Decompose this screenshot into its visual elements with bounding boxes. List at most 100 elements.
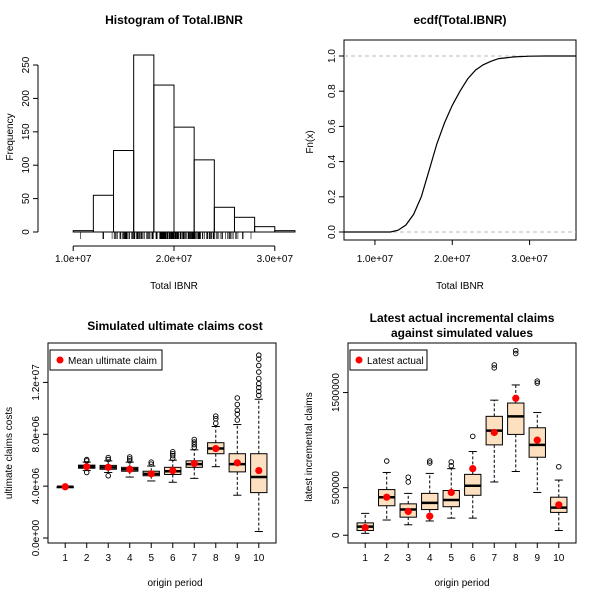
ultimate-claims-outlier <box>234 395 241 401</box>
ultimate-claims-x-tick-label: 10 <box>253 553 265 564</box>
ultimate-claims-mean-point <box>169 466 177 475</box>
histogram-xlabel: Total IBNR <box>150 281 198 292</box>
histogram-y-tick-label: 150 <box>21 123 32 140</box>
latest-claims-mean-point <box>447 488 455 497</box>
histogram-y-tick-label: 50 <box>21 193 32 205</box>
latest-claims-y-tick-label: 1500000 <box>331 373 342 412</box>
ultimate-claims-y-tick-label: 1.2e+07 <box>31 364 42 401</box>
latest-claims-box-5 <box>442 459 460 519</box>
ultimate-claims-outlier <box>126 456 133 462</box>
latest-claims-x-tick-label: 1 <box>362 553 368 564</box>
latest-claims-x-tick-label: 10 <box>553 553 565 564</box>
latest-claims-x-tick-label: 8 <box>513 553 519 564</box>
latest-claims-iqr-box <box>421 492 439 511</box>
ultimate-claims-x-tick-label: 7 <box>191 553 197 564</box>
ecdf-series-line <box>344 55 576 233</box>
ultimate-claims-mean-point <box>126 465 134 473</box>
ultimate-claims-outlier <box>256 362 262 369</box>
latest-claims-box-8 <box>507 347 525 473</box>
histogram-y-tick-label: 200 <box>21 90 32 107</box>
ecdf-y-tick-label: 0.0 <box>327 225 338 239</box>
histogram-bar-8 <box>213 206 235 233</box>
latest-claims-x-tick-label: 2 <box>384 553 390 564</box>
ultimate-claims-boxes <box>56 352 268 533</box>
ecdf-y-tick-label: 0.6 <box>327 119 338 133</box>
ultimate-claims-outlier <box>234 417 241 423</box>
ultimate-claims-outlier <box>126 458 133 464</box>
ultimate-claims-outlier <box>234 411 241 417</box>
ultimate-claims-y-tick-label: 4.0e+06 <box>31 467 42 504</box>
ultimate-claims-box-2 <box>78 456 96 476</box>
legend-label: Latest actual <box>367 356 424 367</box>
ultimate-claims-outlier <box>256 356 262 362</box>
histogram-ylabel: Frequency <box>5 113 16 160</box>
histogram-bar-6 <box>173 126 195 233</box>
ultimate-claims-outlier <box>256 392 262 399</box>
latest-claims-outlier <box>513 347 519 354</box>
ultimate-claims-x-tick-label: 8 <box>213 553 219 564</box>
ultimate-claims-outlier <box>234 401 241 408</box>
latest-claims-box-1 <box>356 512 374 534</box>
ultimate-claims-y-tick-label: 8.0e+06 <box>31 416 42 453</box>
latest-claims-axes: 0 500000 1500000 1 2 3 4 5 6 7 8 9 10 <box>331 373 565 564</box>
latest-claims-title-line1: Latest actual incremental claims <box>370 311 555 325</box>
ultimate-claims-axes: 0.0e+00 4.0e+06 8.0e+06 1.2e+07 1 2 3 4 5 6 7 8 9 10 <box>31 364 265 564</box>
latest-claims-outlier <box>426 458 433 464</box>
ultimate-claims-outlier <box>191 444 198 450</box>
latest-claims-x-tick-label: 3 <box>405 553 411 564</box>
latest-claims-x-tick-label: 7 <box>491 553 497 564</box>
latest-claims-outlier <box>513 350 519 357</box>
latest-claims-x-tick-label: 9 <box>535 553 541 564</box>
ecdf-y-tick-label: 0.4 <box>327 154 338 168</box>
ultimate-claims-box-5 <box>142 459 160 482</box>
ultimate-claims-ylabel: ultimate claims costs <box>4 407 15 499</box>
ultimate-claims-mean-point <box>190 459 198 468</box>
latest-claims-box-10 <box>550 464 568 531</box>
ultimate-claims-box-3 <box>99 454 117 479</box>
ultimate-claims-mean-point <box>104 463 112 471</box>
ultimate-claims-y-tick-label: 0.0e+00 <box>31 519 42 556</box>
ecdf-x-tick-label: 2.0e+07 <box>434 254 471 265</box>
ultimate-claims-outlier <box>105 454 111 461</box>
ultimate-claims-x-tick-label: 6 <box>170 553 176 564</box>
histogram-x-tick-label: 2.0e+07 <box>156 254 193 265</box>
histogram-x-tick-label: 3.0e+07 <box>257 254 294 265</box>
ultimate-claims-x-tick-label: 5 <box>148 553 154 564</box>
legend-marker <box>355 356 363 364</box>
latest-claims-mean-point <box>404 507 412 516</box>
histogram-bar-11 <box>274 230 296 233</box>
ultimate-claims-mean-point <box>233 459 241 467</box>
ultimate-claims-mean-point <box>83 463 91 471</box>
latest-claims-outlier <box>491 365 498 371</box>
legend-box <box>49 349 163 371</box>
histogram-bar-1 <box>72 230 94 233</box>
histogram-axes: 0 50 100 150 200 250 1.0e+07 2.0e+07 3.0e+07 <box>21 56 293 265</box>
latest-claims-outlier <box>405 474 411 480</box>
ecdf-frame <box>343 39 577 241</box>
legend-label: Mean ultimate claim <box>68 356 157 367</box>
histogram-title: Histogram of Total.IBNR <box>105 13 243 27</box>
latest-claims-outlier <box>556 464 562 470</box>
histogram-bar-2 <box>92 194 115 233</box>
latest-claims-panel: Latest actual incremental claims against… <box>304 311 577 589</box>
ecdf-xlabel: Total IBNR <box>436 281 484 292</box>
ultimate-claims-outlier <box>213 415 219 422</box>
histogram-bar-9 <box>233 216 256 233</box>
ultimate-claims-outlier <box>256 384 262 391</box>
ecdf-x-tick-label: 3.0e+07 <box>511 254 548 265</box>
ultimate-claims-outlier <box>191 436 198 443</box>
latest-claims-mean-point <box>490 428 498 437</box>
latest-claims-xlabel: origin period <box>434 578 489 589</box>
ultimate-claims-box-8 <box>207 413 225 468</box>
latest-claims-box-4 <box>421 458 439 522</box>
ultimate-claims-box-10 <box>250 352 268 533</box>
histogram-x-tick-label: 1.0e+07 <box>55 254 92 265</box>
ultimate-claims-box-9 <box>228 395 246 496</box>
latest-claims-legend: Latest actual <box>349 349 428 371</box>
latest-claims-outlier <box>448 463 454 469</box>
ultimate-claims-outlier <box>213 420 219 427</box>
ultimate-claims-x-tick-label: 2 <box>84 553 90 564</box>
latest-claims-iqr-box <box>507 402 525 435</box>
ultimate-claims-legend: Mean ultimate claim <box>49 349 163 371</box>
